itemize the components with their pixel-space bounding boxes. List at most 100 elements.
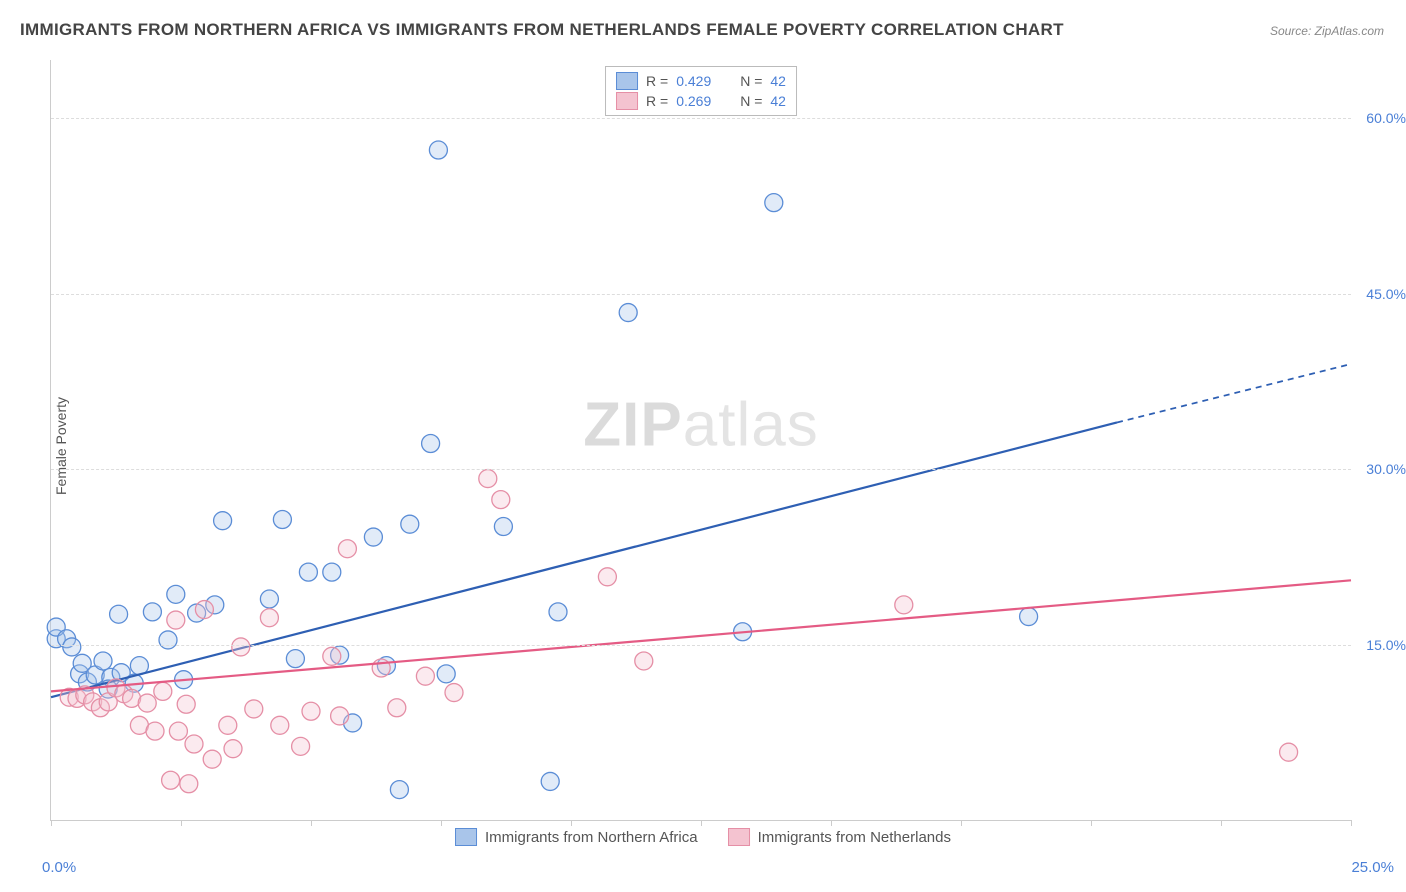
- x-tick: [961, 820, 962, 826]
- y-tick-label: 30.0%: [1366, 461, 1406, 477]
- data-point: [895, 596, 913, 614]
- data-point: [299, 563, 317, 581]
- data-point: [635, 652, 653, 670]
- data-point: [416, 667, 434, 685]
- x-tick: [1351, 820, 1352, 826]
- n-value: 42: [770, 73, 786, 89]
- x-tick: [181, 820, 182, 826]
- data-point: [388, 699, 406, 717]
- data-point: [154, 682, 172, 700]
- data-point: [232, 638, 250, 656]
- data-point: [162, 771, 180, 789]
- data-point: [110, 605, 128, 623]
- data-point: [224, 740, 242, 758]
- data-point: [245, 700, 263, 718]
- data-point: [598, 568, 616, 586]
- data-point: [219, 716, 237, 734]
- data-point: [146, 722, 164, 740]
- legend-series-label: Immigrants from Northern Africa: [485, 829, 698, 846]
- trend-line: [51, 580, 1351, 691]
- data-point: [195, 601, 213, 619]
- data-point: [177, 695, 195, 713]
- data-point: [390, 781, 408, 799]
- data-point: [765, 194, 783, 212]
- legend-series-item: Immigrants from Northern Africa: [455, 828, 698, 846]
- data-point: [271, 716, 289, 734]
- x-axis-min-label: 0.0%: [42, 859, 76, 876]
- legend-swatch: [728, 828, 750, 846]
- chart-plot-area: ZIPatlas R =0.429N =42R =0.269N =42 15.0…: [50, 60, 1351, 821]
- data-point: [63, 638, 81, 656]
- x-tick: [311, 820, 312, 826]
- gridline: [51, 645, 1351, 646]
- data-point: [494, 518, 512, 536]
- legend-swatch: [616, 72, 638, 90]
- r-value: 0.429: [676, 73, 726, 89]
- data-point: [479, 470, 497, 488]
- data-point: [338, 540, 356, 558]
- r-label: R =: [646, 73, 668, 89]
- data-point: [167, 611, 185, 629]
- data-point: [302, 702, 320, 720]
- data-point: [1020, 608, 1038, 626]
- data-point: [169, 722, 187, 740]
- data-point: [1280, 743, 1298, 761]
- data-point: [203, 750, 221, 768]
- x-axis-max-label: 25.0%: [1351, 859, 1394, 876]
- legend-correlation-row: R = 0.429 N = 42: [616, 71, 786, 91]
- data-point: [143, 603, 161, 621]
- legend-series-label: Immigrants from Netherlands: [758, 829, 951, 846]
- trend-line-extrapolation: [1117, 364, 1351, 422]
- data-point: [619, 304, 637, 322]
- n-label: N =: [740, 93, 762, 109]
- data-point: [185, 735, 203, 753]
- data-point: [549, 603, 567, 621]
- gridline: [51, 469, 1351, 470]
- data-point: [94, 652, 112, 670]
- gridline: [51, 118, 1351, 119]
- y-tick-label: 60.0%: [1366, 110, 1406, 126]
- data-point: [167, 585, 185, 603]
- data-point: [260, 609, 278, 627]
- data-point: [292, 737, 310, 755]
- legend-swatch: [455, 828, 477, 846]
- data-point: [401, 515, 419, 533]
- data-point: [323, 647, 341, 665]
- data-point: [541, 772, 559, 790]
- trend-line: [51, 422, 1117, 697]
- n-label: N =: [740, 73, 762, 89]
- data-point: [214, 512, 232, 530]
- data-point: [492, 491, 510, 509]
- data-point: [422, 435, 440, 453]
- series-legend: Immigrants from Northern Africa Immigrant…: [449, 826, 957, 848]
- data-point: [159, 631, 177, 649]
- data-point: [138, 694, 156, 712]
- scatter-plot-svg: [51, 60, 1351, 820]
- data-point: [445, 684, 463, 702]
- x-tick: [441, 820, 442, 826]
- r-label: R =: [646, 93, 668, 109]
- y-tick-label: 15.0%: [1366, 637, 1406, 653]
- n-value: 42: [770, 93, 786, 109]
- x-tick: [1221, 820, 1222, 826]
- data-point: [437, 665, 455, 683]
- legend-series-item: Immigrants from Netherlands: [728, 828, 951, 846]
- y-tick-label: 45.0%: [1366, 286, 1406, 302]
- gridline: [51, 294, 1351, 295]
- x-tick: [51, 820, 52, 826]
- legend-correlation-row: R = 0.269 N = 42: [616, 91, 786, 111]
- source-attribution: Source: ZipAtlas.com: [1270, 24, 1384, 38]
- legend-swatch: [616, 92, 638, 110]
- data-point: [429, 141, 447, 159]
- data-point: [286, 650, 304, 668]
- r-value: 0.269: [676, 93, 726, 109]
- data-point: [260, 590, 278, 608]
- chart-title: IMMIGRANTS FROM NORTHERN AFRICA VS IMMIG…: [20, 20, 1064, 40]
- data-point: [273, 511, 291, 529]
- correlation-legend: R = 0.429 N = 42 R = 0.269 N = 42: [605, 66, 797, 116]
- x-tick: [1091, 820, 1092, 826]
- data-point: [180, 775, 198, 793]
- data-point: [323, 563, 341, 581]
- data-point: [364, 528, 382, 546]
- data-point: [331, 707, 349, 725]
